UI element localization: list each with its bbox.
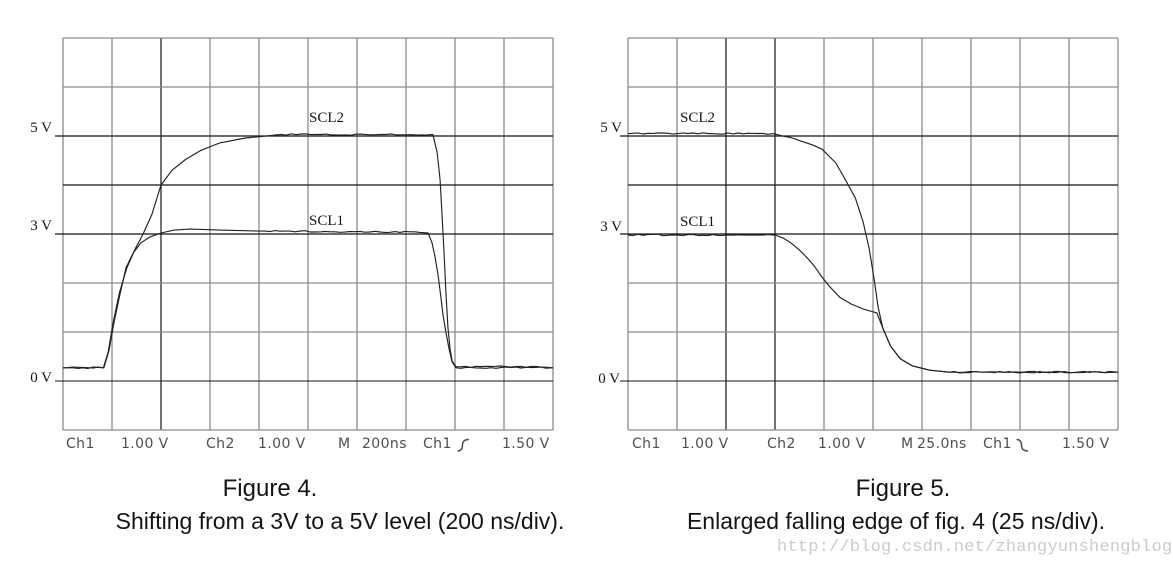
status-ch1: Ch1 <box>632 436 661 452</box>
status-trigger-level: 1.50 V <box>1062 436 1110 452</box>
status-trigger-source: Ch1 <box>983 436 1012 452</box>
figure5-caption: Enlarged falling edge of fig. 4 (25 ns/d… <box>686 508 1106 534</box>
status-m: M <box>901 436 914 452</box>
y-axis-label-5v: 5 V <box>600 120 622 136</box>
status-ch1: Ch1 <box>66 436 95 452</box>
trace-label-scl1: SCL1 <box>680 214 716 230</box>
status-ch2-scale: 1.00 V <box>818 436 866 452</box>
trigger-falling-edge-icon <box>1016 438 1029 452</box>
y-axis-label-0v: 0 V <box>598 371 620 387</box>
status-trigger-source: Ch1 <box>423 436 452 452</box>
y-axis-label-0v: 0 V <box>30 370 52 386</box>
status-ch2: Ch2 <box>206 436 235 452</box>
status-ch2: Ch2 <box>767 436 796 452</box>
y-axis-label-3v: 3 V <box>600 219 622 235</box>
status-ch1-scale: 1.00 V <box>681 436 729 452</box>
trigger-rising-edge-icon <box>457 438 470 452</box>
trace-label-scl2: SCL2 <box>309 110 345 126</box>
status-ch1-scale: 1.00 V <box>121 436 169 452</box>
figure4-caption: Shifting from a 3V to a 5V level (200 ns… <box>115 508 565 534</box>
figure4-title: Figure 4. <box>222 475 318 502</box>
trace-label-scl1: SCL1 <box>309 213 345 229</box>
status-m: M <box>338 436 351 452</box>
watermark-text: http://blog.csdn.net/zhangyunshengblog <box>777 538 1173 557</box>
status-timebase: 25.0ns <box>917 436 967 452</box>
status-timebase: 200ns <box>362 436 407 452</box>
status-trigger-level: 1.50 V <box>502 436 550 452</box>
trace-label-scl2: SCL2 <box>680 110 716 126</box>
figure5-title: Figure 5. <box>855 475 951 502</box>
status-ch2-scale: 1.00 V <box>258 436 306 452</box>
y-axis-label-3v: 3 V <box>30 218 52 234</box>
y-axis-label-5v: 5 V <box>30 120 52 136</box>
